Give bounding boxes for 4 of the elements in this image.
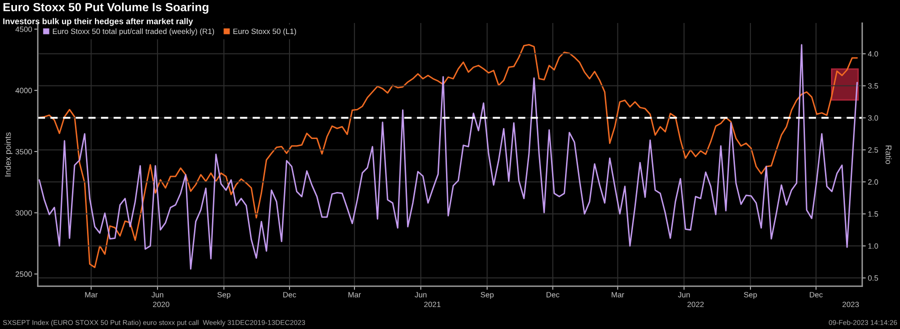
- y-axis-title: Index points: [4, 132, 12, 176]
- y2-axis-title: Ratio: [886, 146, 892, 164]
- chart-subtitle: Investors bulk up their hedges after market rally: [3, 18, 193, 26]
- chart-title: Euro Stoxx 50 Put Volume Is Soaring: [3, 2, 208, 14]
